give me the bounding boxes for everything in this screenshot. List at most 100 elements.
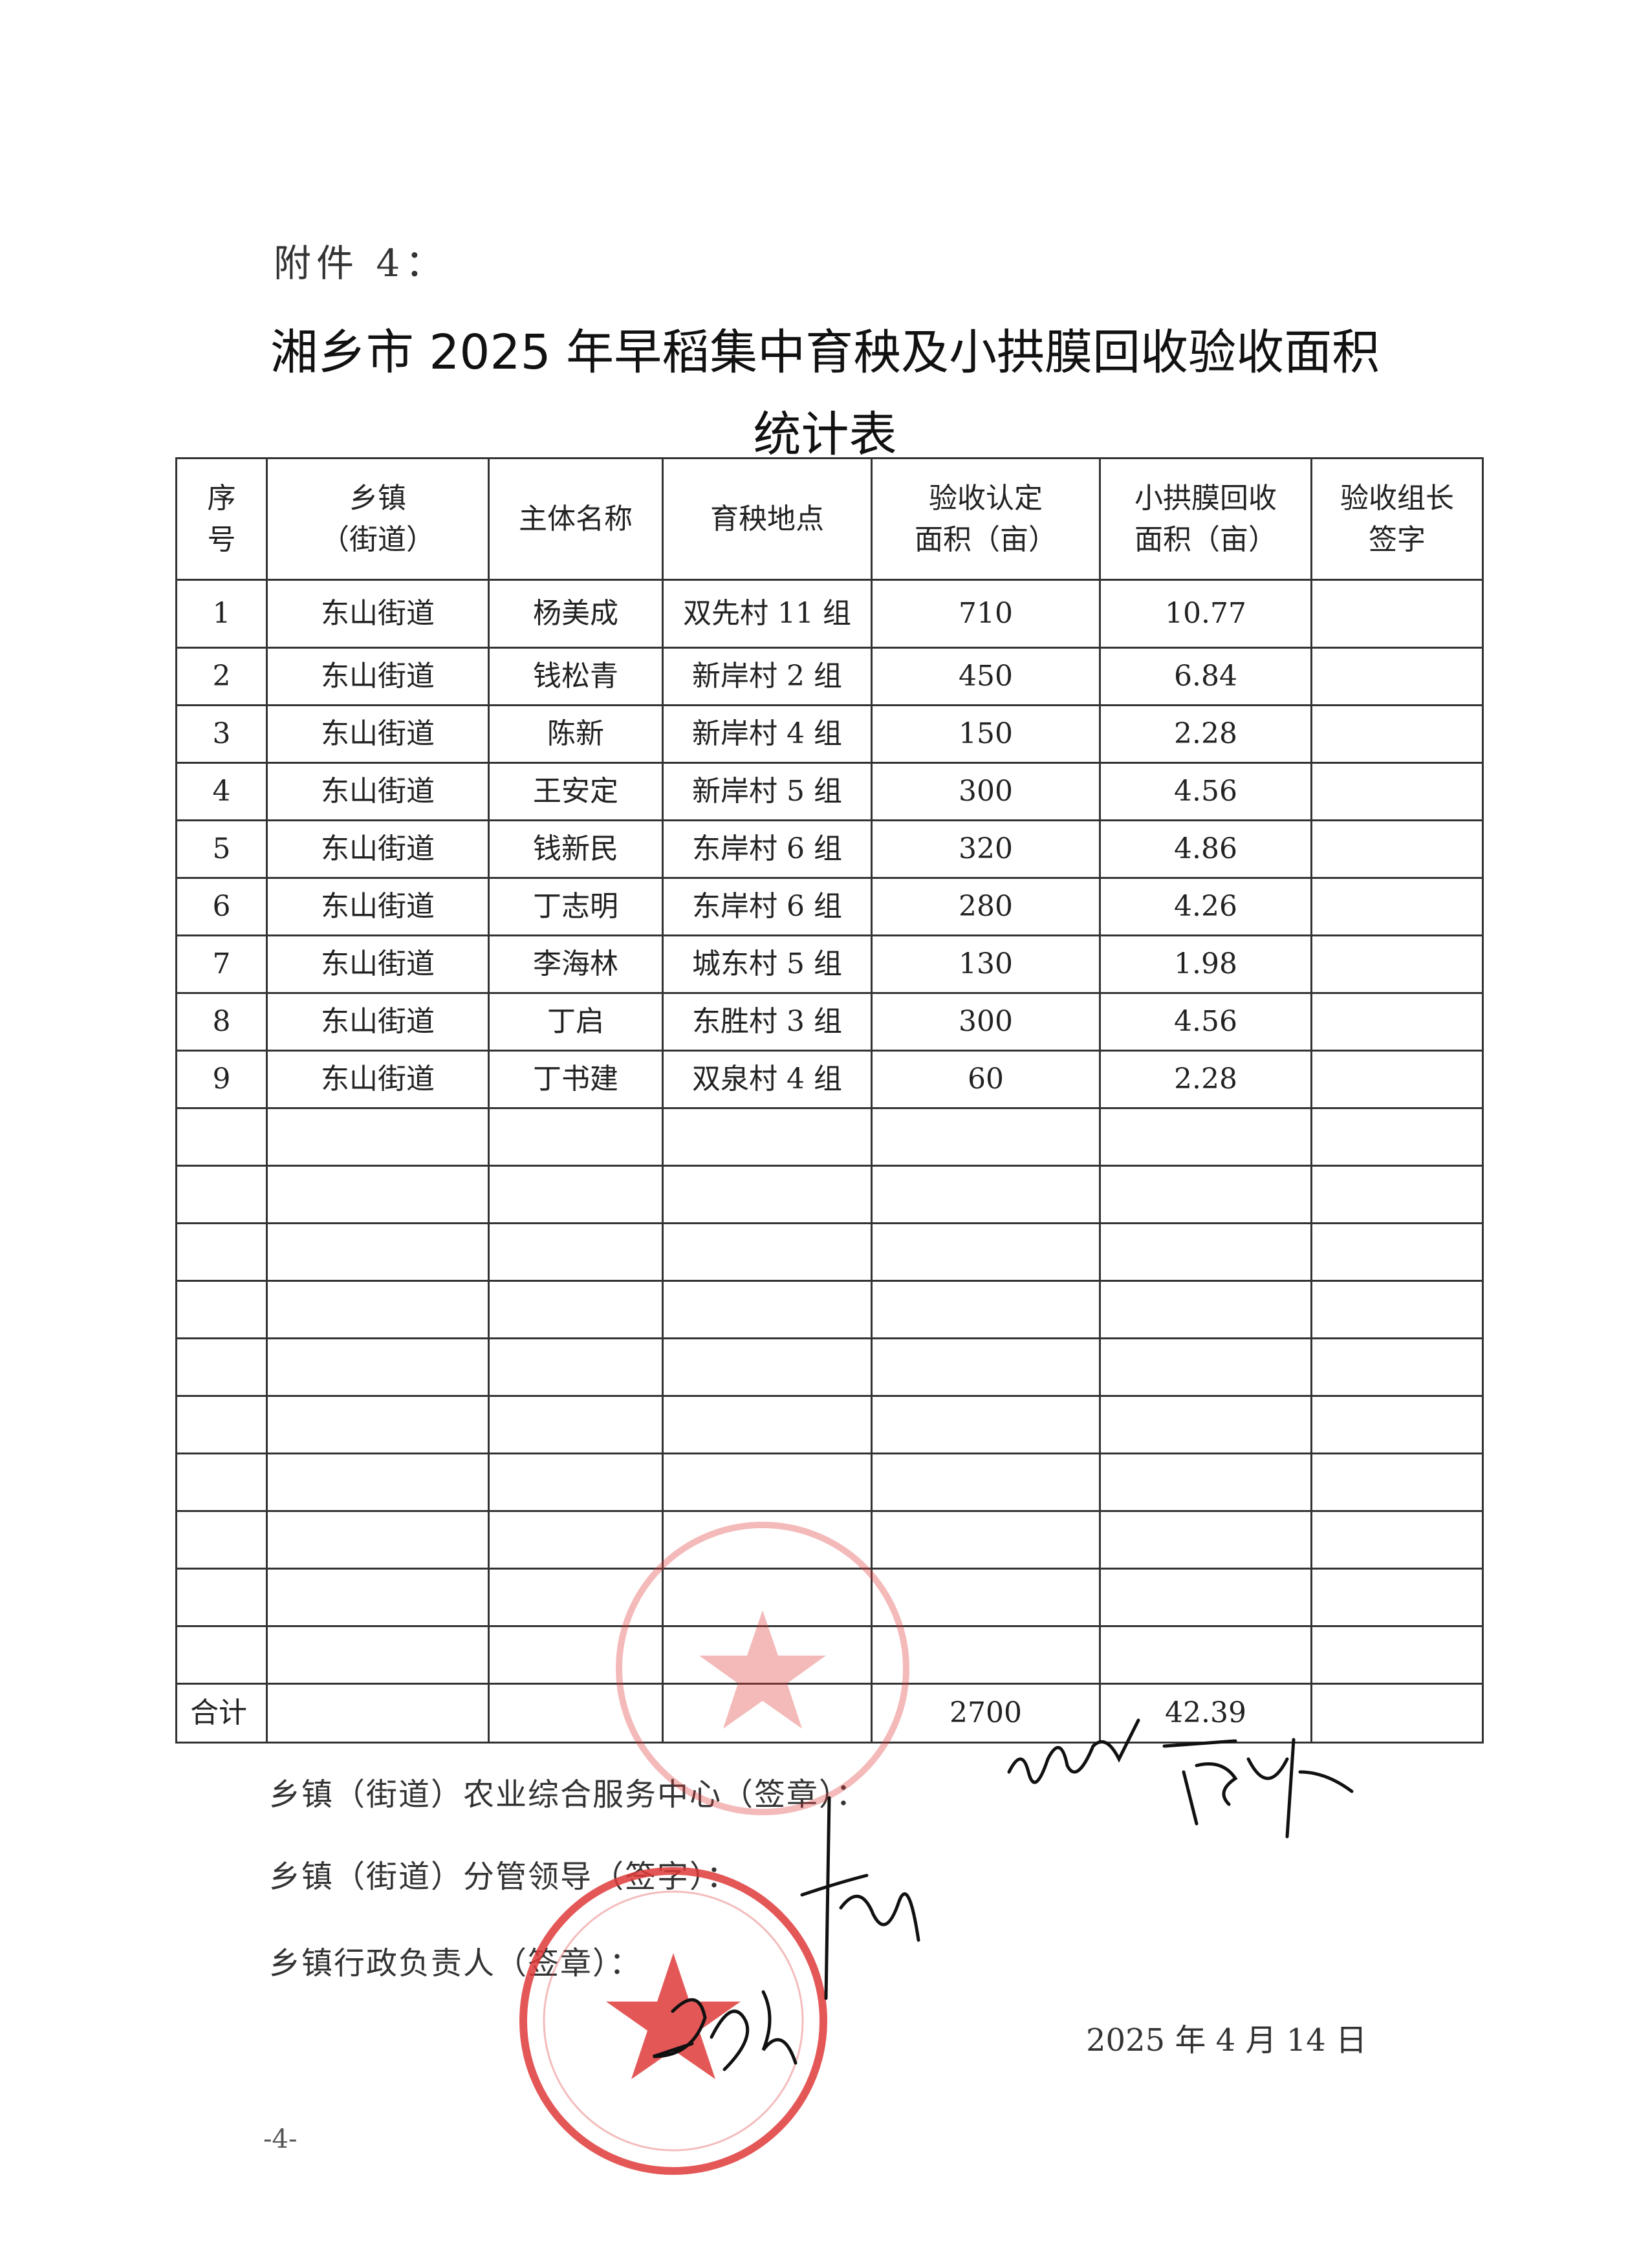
cell-entity-name: 丁志明 [488, 877, 664, 936]
blank-cell [1310, 1165, 1484, 1224]
blank-cell [488, 1625, 664, 1685]
blank-cell [488, 1337, 664, 1397]
blank-cell [266, 1683, 490, 1744]
cell-film-recovery-area: 4.56 [1099, 762, 1312, 821]
cell-index: 5 [175, 819, 268, 879]
blank-cell [871, 1453, 1101, 1512]
blank-cell [266, 1453, 490, 1512]
blank-cell [871, 1337, 1101, 1397]
cell-accepted-area: 710 [871, 579, 1101, 649]
blank-cell [175, 1395, 268, 1454]
table-row: 7 东山街道 李海林 城东村 5 组 130 1.98 [175, 934, 1484, 994]
blank-cell [662, 1222, 873, 1282]
blank-cell [1099, 1395, 1312, 1454]
cell-township: 东山街道 [266, 819, 490, 879]
cell-township: 东山街道 [266, 647, 490, 706]
total-row: 合计 2700 42.39 [175, 1683, 1484, 1744]
cell-film-recovery-area: 6.84 [1099, 647, 1312, 706]
cell-entity-name: 王安定 [488, 762, 664, 821]
blank-cell [266, 1222, 490, 1282]
blank-cell [175, 1107, 268, 1167]
blank-cell [1310, 1395, 1484, 1454]
blank-cell [488, 1107, 664, 1167]
blank-cell [1099, 1453, 1312, 1512]
cell-film-recovery-area: 2.28 [1099, 704, 1312, 764]
blank-table-row [175, 1510, 1484, 1570]
cell-index: 3 [175, 704, 268, 764]
column-header-nursery-location: 育秧地点 [662, 457, 873, 581]
blank-table-row [175, 1625, 1484, 1685]
column-header-film-recovery-area: 小拱膜回收 面积（亩） [1099, 457, 1312, 581]
blank-cell [871, 1625, 1101, 1685]
cell-entity-name: 陈新 [488, 704, 664, 764]
blank-cell [1099, 1337, 1312, 1397]
blank-cell [488, 1683, 664, 1744]
blank-cell [1099, 1165, 1312, 1224]
cell-entity-name: 丁启 [488, 992, 664, 1052]
blank-cell [662, 1510, 873, 1570]
cell-leader-signature [1310, 1050, 1484, 1109]
cell-index: 7 [175, 934, 268, 994]
cell-nursery-location: 新岸村 4 组 [662, 704, 873, 764]
attachment-label: 附件 4： [274, 241, 448, 285]
blank-cell [871, 1568, 1101, 1627]
table-row: 8 东山街道 丁启 东胜村 3 组 300 4.56 [175, 992, 1484, 1052]
blank-cell [662, 1683, 873, 1744]
table-row: 2 东山街道 钱松青 新岸村 2 组 450 6.84 [175, 647, 1484, 706]
blank-cell [1310, 1280, 1484, 1339]
blank-cell [871, 1510, 1101, 1570]
blank-cell [662, 1568, 873, 1627]
cell-township: 东山街道 [266, 877, 490, 936]
cell-nursery-location: 东胜村 3 组 [662, 992, 873, 1052]
blank-cell [266, 1337, 490, 1397]
blank-cell [871, 1165, 1101, 1224]
cell-index: 9 [175, 1050, 268, 1109]
blank-cell [1310, 1453, 1484, 1512]
cell-film-recovery-area: 4.26 [1099, 877, 1312, 936]
cell-nursery-location: 东岸村 6 组 [662, 819, 873, 879]
column-header-text: 验收认定 [929, 481, 1043, 515]
column-header-text: 验收组长 [1340, 481, 1454, 515]
statistics-table: 序号乡镇 （街道） 主体名称 育秧地点 验收认定 面积（亩） 小拱膜回收 面积（亩） 验收组长签… [175, 457, 1484, 1744]
table-row: 9 东山街道 丁书建 双泉村 4 组 60 2.28 [175, 1050, 1484, 1109]
blank-cell [175, 1568, 268, 1627]
blank-cell [175, 1222, 268, 1282]
cell-accepted-area: 60 [871, 1050, 1101, 1109]
cell-nursery-location: 双先村 11 组 [662, 579, 873, 649]
cell-entity-name: 李海林 [488, 934, 664, 994]
cell-entity-name: 丁书建 [488, 1050, 664, 1109]
column-header-text: 面积（亩） [1134, 523, 1277, 556]
street-office-stamp [519, 1867, 827, 2175]
blank-table-row [175, 1107, 1484, 1167]
column-header-index: 序号 [175, 457, 268, 581]
blank-cell [266, 1395, 490, 1454]
cell-index: 6 [175, 877, 268, 936]
total-label: 合计 [175, 1683, 268, 1744]
blank-cell [488, 1453, 664, 1512]
blank-cell [662, 1280, 873, 1339]
document-date: 2025 年 4 月 14 日 [1086, 2022, 1367, 2058]
cell-township: 东山街道 [266, 762, 490, 821]
blank-cell [871, 1222, 1101, 1282]
blank-table-row [175, 1165, 1484, 1224]
blank-cell [175, 1453, 268, 1512]
blank-cell [488, 1568, 664, 1627]
column-header-text: 号 [207, 523, 236, 556]
blank-cell [175, 1280, 268, 1339]
cell-nursery-location: 新岸村 5 组 [662, 762, 873, 821]
cell-film-recovery-area: 10.77 [1099, 579, 1312, 649]
blank-cell [662, 1337, 873, 1397]
column-header-entity-name: 主体名称 [488, 457, 664, 581]
cell-leader-signature [1310, 992, 1484, 1052]
cell-film-recovery-area: 2.28 [1099, 1050, 1312, 1109]
blank-cell [266, 1510, 490, 1570]
cell-leader-signature [1310, 647, 1484, 706]
cell-township: 东山街道 [266, 934, 490, 994]
column-header-text: 乡镇 [349, 481, 406, 515]
blank-cell [662, 1165, 873, 1224]
cell-entity-name: 杨美成 [488, 579, 664, 649]
blank-cell [266, 1107, 490, 1167]
blank-cell [1099, 1510, 1312, 1570]
document-title: 湘乡市 2025 年早稻集中育秧及小拱膜回收验收面积 [270, 325, 1380, 380]
column-header-text: 育秧地点 [710, 502, 824, 535]
